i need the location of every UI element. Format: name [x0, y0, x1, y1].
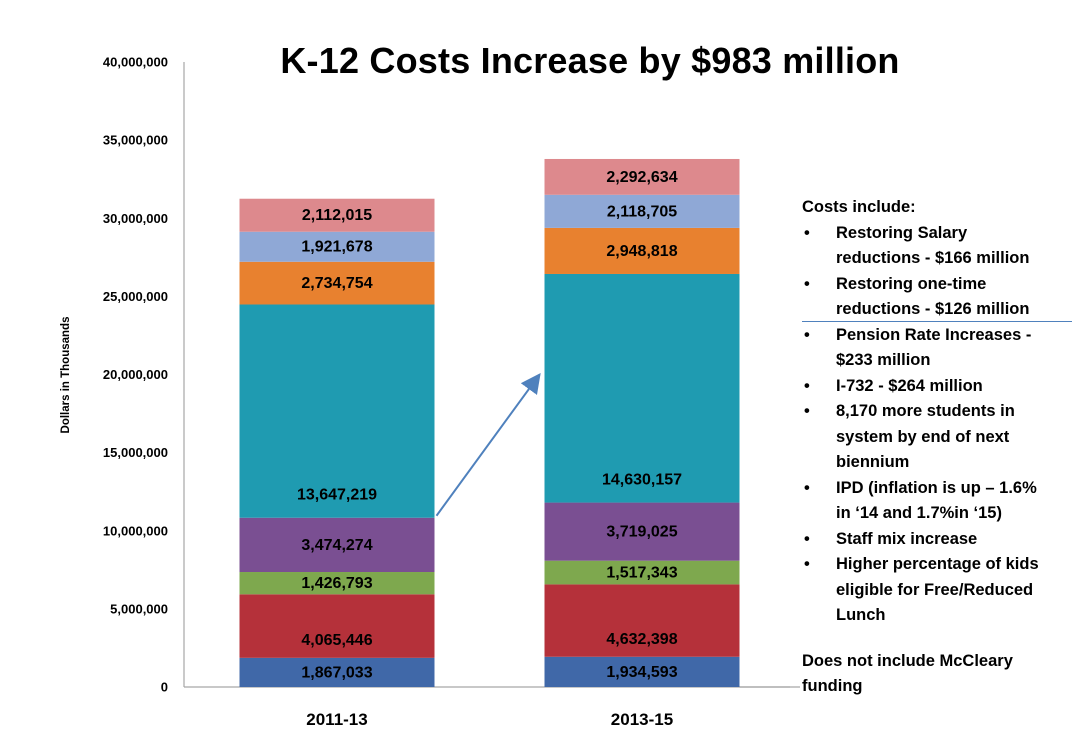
- note-text: system by end of next: [836, 427, 1010, 446]
- y-tick-label: 40,000,000: [103, 55, 168, 70]
- note-text: reductions - $126 million: [836, 300, 1030, 318]
- note-text: eligible for Free/Reduced: [836, 580, 1034, 599]
- bar-segment: [239, 657, 435, 687]
- notes-footer: Does not include McCleary funding: [802, 649, 1072, 700]
- bar-value-label: 4,632,398: [606, 631, 677, 648]
- note-text: reductions - $166 million: [836, 249, 1030, 267]
- y-tick-label: 25,000,000: [103, 289, 168, 304]
- note-item: • Restoring Salary reductions - $166 milli…: [802, 221, 1072, 272]
- y-tick-label: 5,000,000: [110, 601, 168, 616]
- y-tick-label: 35,000,000: [103, 133, 168, 148]
- note-item: • Staff mix increase: [802, 527, 1072, 553]
- bar-segment: [544, 273, 740, 503]
- bar-value-label: 1,867,033: [301, 664, 372, 681]
- notes-divider-line: [802, 321, 1072, 322]
- note-text: Pension Rate Increases -: [836, 325, 1032, 344]
- y-tick-label: 15,000,000: [103, 445, 168, 460]
- note-text: Lunch: [836, 606, 886, 624]
- footer-text: funding: [802, 677, 863, 695]
- bar-segment: [239, 261, 435, 305]
- bar-value-label: 3,719,025: [606, 524, 677, 541]
- bullet-icon: •: [804, 274, 810, 293]
- bar-value-label: 2,948,818: [606, 243, 677, 260]
- note-text: biennium: [836, 453, 910, 471]
- bullet-icon: •: [804, 478, 810, 497]
- bar-segment: [544, 584, 740, 657]
- bar-value-label: 14,630,157: [602, 472, 682, 489]
- note-text: in ‘14 and 1.7%in ‘15): [836, 504, 1002, 522]
- note-text: Restoring one-time: [836, 274, 987, 293]
- bar-value-label: 1,517,343: [606, 565, 677, 582]
- note-text: Staff mix increase: [836, 529, 978, 548]
- bar-value-label: 2,292,634: [606, 169, 677, 186]
- bar-segment: [544, 227, 740, 274]
- bar-value-label: 1,426,793: [301, 575, 372, 592]
- bullet-icon: •: [804, 555, 810, 573]
- bar-value-label: 1,921,678: [301, 239, 372, 256]
- x-category-label: 2011-13: [306, 710, 367, 729]
- bullet-icon: •: [804, 529, 810, 548]
- note-item: • Pension Rate Increases - $233 million: [802, 323, 1072, 374]
- y-tick-label: 20,000,000: [103, 367, 168, 382]
- bar-value-label: 2,112,015: [302, 207, 372, 224]
- bar-segment: [239, 198, 435, 232]
- bar-segment: [239, 572, 435, 595]
- y-tick-label: 10,000,000: [103, 523, 168, 538]
- bar-segment: [544, 656, 740, 687]
- note-item: • Restoring one-time reductions - $126 mil…: [802, 272, 1072, 323]
- note-item: • IPD (inflation is up – 1.6% in ‘14 and 1…: [802, 476, 1072, 527]
- bar-value-label: 2,118,705: [607, 203, 677, 220]
- note-text: Higher percentage of kids: [836, 555, 1039, 573]
- bar-value-label: 13,647,219: [297, 487, 377, 504]
- bar-value-label: 1,934,593: [606, 664, 677, 681]
- note-text: IPD (inflation is up – 1.6%: [836, 478, 1037, 497]
- note-text: 8,170 more students in: [836, 402, 1015, 420]
- bar-segment: [239, 231, 435, 262]
- bar-segment: [544, 158, 740, 195]
- footer-text: Does not include McCleary: [802, 651, 1013, 670]
- bullet-icon: •: [804, 376, 810, 395]
- bar-value-label: 2,734,754: [301, 275, 372, 292]
- bar-segment: [239, 304, 435, 518]
- bullet-icon: •: [804, 223, 810, 242]
- x-category-label: 2013-15: [611, 710, 673, 729]
- bar-value-label: 4,065,446: [301, 632, 372, 649]
- chart-title: K-12 Costs Increase by $983 million: [280, 40, 900, 81]
- bullet-icon: •: [804, 402, 810, 420]
- bar-segment: [239, 594, 435, 658]
- bar-segment: [544, 502, 740, 561]
- notes-list: • Restoring Salary reductions - $166 milli…: [802, 221, 1072, 629]
- y-tick-label: 0: [161, 680, 168, 695]
- bar-segment: [544, 560, 740, 585]
- y-tick-label: 30,000,000: [103, 211, 168, 226]
- bar-value-label: 3,474,274: [301, 537, 372, 554]
- increase-arrow: [435, 372, 541, 517]
- notes-heading: Costs include:: [802, 198, 916, 216]
- note-item: • Higher percentage of kids eligible for F…: [802, 552, 1072, 629]
- note-text: Restoring Salary: [836, 223, 968, 242]
- note-item: • 8,170 more students in system by end of …: [802, 399, 1072, 476]
- note-text: $233 million: [836, 351, 931, 369]
- note-text: I-732 - $264 million: [836, 376, 983, 395]
- note-item: • I-732 - $264 million: [802, 374, 1072, 400]
- bullet-icon: •: [804, 325, 810, 344]
- cost-notes-panel: Costs include: • Restoring Salary reductio…: [802, 195, 1072, 700]
- bar-segment: [544, 194, 740, 228]
- bar-segment: [239, 517, 435, 573]
